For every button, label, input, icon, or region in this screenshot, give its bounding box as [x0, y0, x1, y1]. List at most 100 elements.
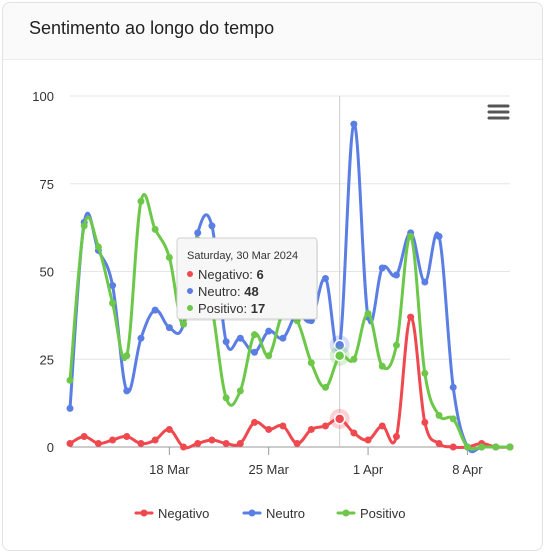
data-point-negativo[interactable]	[180, 443, 188, 451]
tooltip-swatch-positivo	[187, 305, 193, 311]
data-point-negativo[interactable]	[137, 439, 145, 447]
chart-menu-icon[interactable]	[482, 98, 514, 126]
data-point-negativo[interactable]	[236, 439, 244, 447]
data-point-positivo[interactable]	[137, 197, 145, 205]
data-point-negativo[interactable]	[80, 432, 88, 440]
tooltip-row-neutro: Neutro: 48	[198, 284, 259, 299]
legend-label-neutro: Neutro	[266, 506, 305, 521]
data-point-positivo[interactable]	[492, 443, 500, 451]
data-point-negativo[interactable]	[151, 436, 159, 444]
legend-item-neutro[interactable]: Neutro	[242, 506, 305, 521]
data-point-positivo[interactable]	[265, 352, 273, 360]
data-point-positivo[interactable]	[506, 443, 514, 451]
data-point-positivo[interactable]	[478, 443, 486, 451]
data-point-negativo[interactable]	[392, 432, 400, 440]
data-point-neutro[interactable]	[265, 327, 273, 335]
chart-card: Sentimento ao longo do tempo	[2, 2, 543, 551]
data-point-neutro[interactable]	[123, 387, 131, 395]
data-point-negativo[interactable]	[94, 439, 102, 447]
data-point-neutro[interactable]	[109, 282, 117, 290]
data-point-neutro[interactable]	[236, 334, 244, 342]
data-point-neutro[interactable]	[449, 383, 457, 391]
y-tick-label: 75	[40, 177, 54, 192]
y-tick-label: 100	[32, 89, 54, 104]
tooltip-row-positivo: Positivo: 17	[198, 301, 265, 316]
data-point-negativo[interactable]	[109, 436, 117, 444]
data-point-negativo[interactable]	[222, 439, 230, 447]
hover-point-negativo[interactable]	[333, 413, 346, 425]
data-point-neutro[interactable]	[194, 229, 202, 237]
legend-marker-neutro	[248, 509, 256, 517]
data-point-neutro[interactable]	[421, 278, 429, 286]
data-point-neutro[interactable]	[350, 120, 358, 128]
tooltip: Saturday, 30 Mar 2024 Negativo: 6 Neutro: …	[176, 237, 318, 321]
data-point-negativo[interactable]	[421, 418, 429, 426]
data-point-negativo[interactable]	[66, 439, 74, 447]
data-point-positivo[interactable]	[180, 320, 188, 328]
data-point-neutro[interactable]	[165, 324, 173, 332]
data-point-positivo[interactable]	[80, 222, 88, 230]
data-point-negativo[interactable]	[364, 436, 372, 444]
x-tick-label: 18 Mar	[149, 462, 190, 477]
data-point-neutro[interactable]	[251, 348, 259, 356]
data-point-positivo[interactable]	[435, 411, 443, 419]
y-tick-label: 50	[40, 265, 54, 280]
tooltip-row-negativo: Negativo: 6	[198, 267, 264, 282]
data-point-positivo[interactable]	[463, 443, 471, 451]
data-point-negativo[interactable]	[435, 439, 443, 447]
data-point-neutro[interactable]	[66, 404, 74, 412]
data-point-negativo[interactable]	[307, 425, 315, 433]
data-point-positivo[interactable]	[94, 243, 102, 251]
data-point-positivo[interactable]	[378, 362, 386, 370]
data-point-positivo[interactable]	[321, 383, 329, 391]
tooltip-swatch-neutro	[187, 288, 193, 294]
data-point-negativo[interactable]	[279, 422, 287, 430]
data-point-positivo[interactable]	[350, 355, 358, 363]
legend-item-positivo[interactable]: Positivo	[336, 506, 406, 521]
data-point-neutro[interactable]	[279, 334, 287, 342]
data-point-positivo[interactable]	[407, 232, 415, 240]
data-point-negativo[interactable]	[293, 439, 301, 447]
hover-point-positivo[interactable]	[333, 349, 346, 362]
data-point-neutro[interactable]	[392, 271, 400, 279]
data-point-negativo[interactable]	[194, 439, 202, 447]
data-point-positivo[interactable]	[364, 310, 372, 318]
data-point-positivo[interactable]	[307, 359, 315, 367]
data-point-neutro[interactable]	[208, 222, 216, 230]
data-point-negativo[interactable]	[407, 313, 415, 321]
data-point-positivo[interactable]	[251, 331, 259, 339]
legend-label-positivo: Positivo	[360, 506, 406, 521]
data-point-negativo[interactable]	[350, 429, 358, 437]
data-point-neutro[interactable]	[435, 232, 443, 240]
data-point-neutro[interactable]	[378, 264, 386, 272]
series-line-positivo	[68, 193, 512, 451]
data-point-positivo[interactable]	[392, 341, 400, 349]
legend-item-negativo[interactable]: Negativo	[134, 506, 209, 521]
data-point-negativo[interactable]	[378, 422, 386, 430]
data-point-positivo[interactable]	[449, 415, 457, 423]
series-line-negativo	[68, 315, 512, 450]
data-point-negativo[interactable]	[321, 422, 329, 430]
data-point-negativo[interactable]	[251, 418, 259, 426]
data-point-positivo[interactable]	[222, 394, 230, 402]
data-point-negativo[interactable]	[265, 425, 273, 433]
data-point-positivo[interactable]	[236, 387, 244, 395]
data-point-negativo[interactable]	[208, 436, 216, 444]
data-point-neutro[interactable]	[137, 334, 145, 342]
data-point-positivo[interactable]	[421, 369, 429, 377]
x-tick-label: 1 Apr	[353, 462, 384, 477]
y-tick-label: 0	[47, 440, 54, 455]
data-point-neutro[interactable]	[151, 306, 159, 314]
data-point-positivo[interactable]	[109, 299, 117, 307]
data-point-positivo[interactable]	[151, 225, 159, 233]
data-point-neutro[interactable]	[222, 338, 230, 346]
data-point-positivo[interactable]	[123, 352, 131, 360]
data-point-positivo[interactable]	[66, 376, 74, 384]
data-point-negativo[interactable]	[165, 425, 173, 433]
legend-marker-negativo	[140, 509, 148, 517]
data-point-neutro[interactable]	[321, 275, 329, 283]
data-point-positivo[interactable]	[165, 253, 173, 261]
data-point-negativo[interactable]	[449, 443, 457, 451]
data-point-negativo[interactable]	[123, 432, 131, 440]
